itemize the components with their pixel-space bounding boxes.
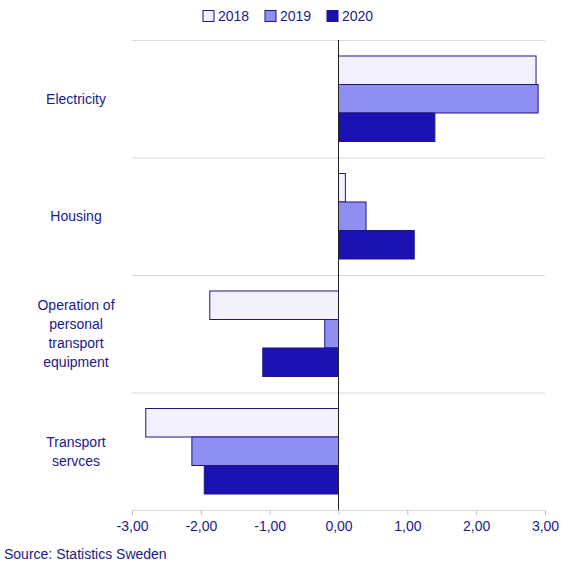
zero-line [338, 40, 339, 510]
x-tick-mark [476, 510, 477, 515]
category-label-line: transport [48, 335, 103, 351]
bar [192, 437, 339, 466]
x-tick: -1,00 [254, 510, 286, 534]
legend-label: 2019 [280, 8, 311, 24]
category-label: Housing [50, 208, 101, 224]
x-tick-mark [407, 510, 408, 515]
legend-label: 2020 [342, 8, 373, 24]
bars [146, 56, 538, 494]
x-tick-mark [201, 510, 202, 515]
category-label-line: Operation of [37, 297, 114, 313]
x-tick-label: 3,00 [532, 518, 559, 534]
legend: 2018 2019 2020 [203, 8, 373, 24]
bar [204, 466, 338, 495]
category-label-line: personal [49, 316, 103, 332]
x-tick-label: 1,00 [394, 518, 421, 534]
bar [339, 85, 539, 114]
x-tick-mark [132, 510, 133, 515]
source: Source: Statistics Sweden [4, 546, 167, 562]
bar [146, 409, 339, 438]
category-label-line: Transport [46, 434, 106, 450]
x-tick: -3,00 [117, 510, 149, 534]
category-label-line: equipment [43, 354, 108, 370]
separators [132, 41, 545, 511]
bar [339, 174, 346, 203]
x-tick-label: -3,00 [117, 518, 149, 534]
x-tick: 3,00 [532, 510, 559, 534]
legend-swatch [265, 11, 276, 22]
x-axis: -3,00 -2,00 -1,00 0,00 1,00 2,00 3,00 [117, 510, 560, 534]
x-tick-label: -2,00 [185, 518, 217, 534]
category-label: Operation of personal transport equipment [37, 297, 114, 370]
x-tick-label: -1,00 [254, 518, 286, 534]
x-tick: 0,00 [325, 510, 352, 534]
x-tick-mark [545, 510, 546, 515]
bar [263, 348, 339, 377]
x-tick: -2,00 [185, 510, 217, 534]
bar [339, 113, 435, 142]
bar [339, 202, 367, 231]
bar [339, 231, 415, 260]
bar [339, 56, 537, 85]
x-tick-label: 2,00 [463, 518, 490, 534]
bar [210, 291, 339, 320]
x-tick: 1,00 [394, 510, 421, 534]
category-label: Transport servces [46, 434, 106, 469]
category-label-line: Electricity [46, 91, 106, 107]
category-label-line: servces [52, 453, 100, 469]
x-tick-mark [339, 510, 340, 515]
legend-label: 2018 [218, 8, 249, 24]
category-label-line: Housing [50, 208, 101, 224]
category-label: Electricity [46, 91, 106, 107]
x-tick: 2,00 [463, 510, 490, 534]
legend-swatch [327, 11, 338, 22]
legend-swatch [203, 11, 214, 22]
bar [325, 320, 339, 349]
x-tick-label: 0,00 [325, 518, 352, 534]
x-tick-mark [270, 510, 271, 515]
category-labels: Electricity Housing Operation of personal tr… [37, 91, 114, 469]
